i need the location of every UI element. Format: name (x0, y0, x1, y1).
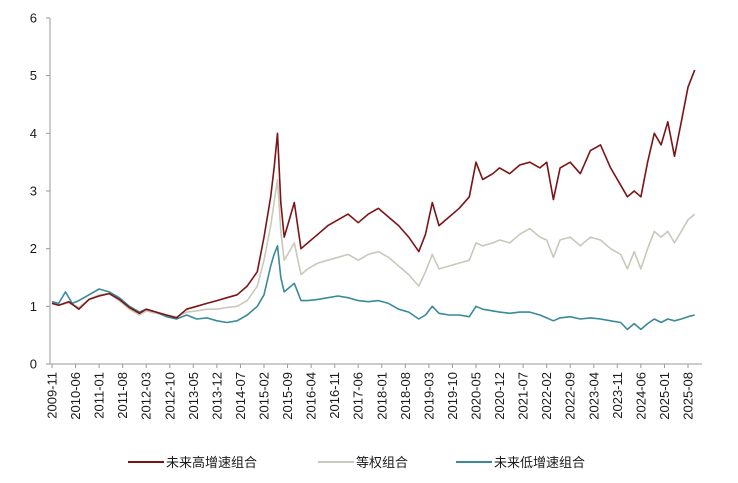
x-tick-label: 2012-10 (162, 372, 177, 420)
x-tick-label: 2015-02 (257, 372, 272, 420)
x-tick-label: 2022-09 (563, 372, 578, 420)
series-line (51, 245, 695, 331)
x-tick-label: 2018-08 (398, 372, 413, 420)
y-tick-label: 5 (30, 68, 37, 83)
x-tick-label: 2019-03 (421, 372, 436, 420)
x-tick-label: 2020-05 (469, 372, 484, 420)
series-line (51, 178, 696, 318)
x-tick-label: 2018-01 (374, 372, 389, 420)
x-tick-label: 2020-12 (492, 372, 507, 420)
x-tick-label: 2016-11 (327, 372, 342, 419)
x-tick-label: 2025-08 (681, 372, 696, 420)
y-tick-label: 1 (30, 299, 37, 314)
x-tick-label: 2011-01 (92, 372, 107, 419)
legend-label: 未来高增速组合 (166, 455, 257, 471)
legend-label: 未来低增速组合 (494, 456, 585, 471)
series-lines (51, 69, 696, 331)
x-tick-label: 2025-01 (657, 372, 672, 420)
x-tick-label: 2012-03 (139, 372, 154, 420)
x-tick-label: 2016-04 (304, 372, 319, 420)
x-tick-label: 2023-04 (586, 372, 601, 420)
x-tick-label: 2015-09 (280, 372, 295, 420)
y-tick-label: 4 (30, 126, 37, 141)
x-tick-label: 2023-11 (610, 372, 625, 419)
x-tick-label: 2011-08 (115, 372, 130, 419)
legend-label: 等权组合 (356, 455, 408, 471)
x-tick-label: 2019-10 (445, 372, 460, 420)
y-tick-label: 2 (30, 241, 37, 256)
x-tick-label: 2013-12 (209, 372, 224, 420)
y-axis-ticks: 0 1 2 3 4 5 6 (30, 11, 50, 372)
y-tick-label: 6 (30, 11, 37, 26)
x-tick-label: 2024-06 (633, 372, 648, 420)
x-tick-label: 2014-07 (233, 372, 248, 420)
x-tick-label: 2017-06 (351, 372, 366, 420)
x-tick-label: 2022-02 (539, 372, 554, 420)
x-axis-ticks: 2009-11 2010-06 2011-01 2011-08 2012-03 2012-… (45, 364, 696, 420)
y-tick-label: 3 (30, 184, 37, 199)
x-tick-label: 2009-11 (45, 372, 60, 419)
x-tick-label: 2013-05 (186, 372, 201, 420)
x-tick-label: 2010-06 (68, 372, 83, 420)
legend: 未来高增速组合 等权组合 未来低增速组合 (128, 455, 585, 471)
y-tick-label: 0 (30, 357, 37, 372)
x-tick-label: 2021-07 (516, 372, 531, 420)
series-line (51, 69, 696, 319)
